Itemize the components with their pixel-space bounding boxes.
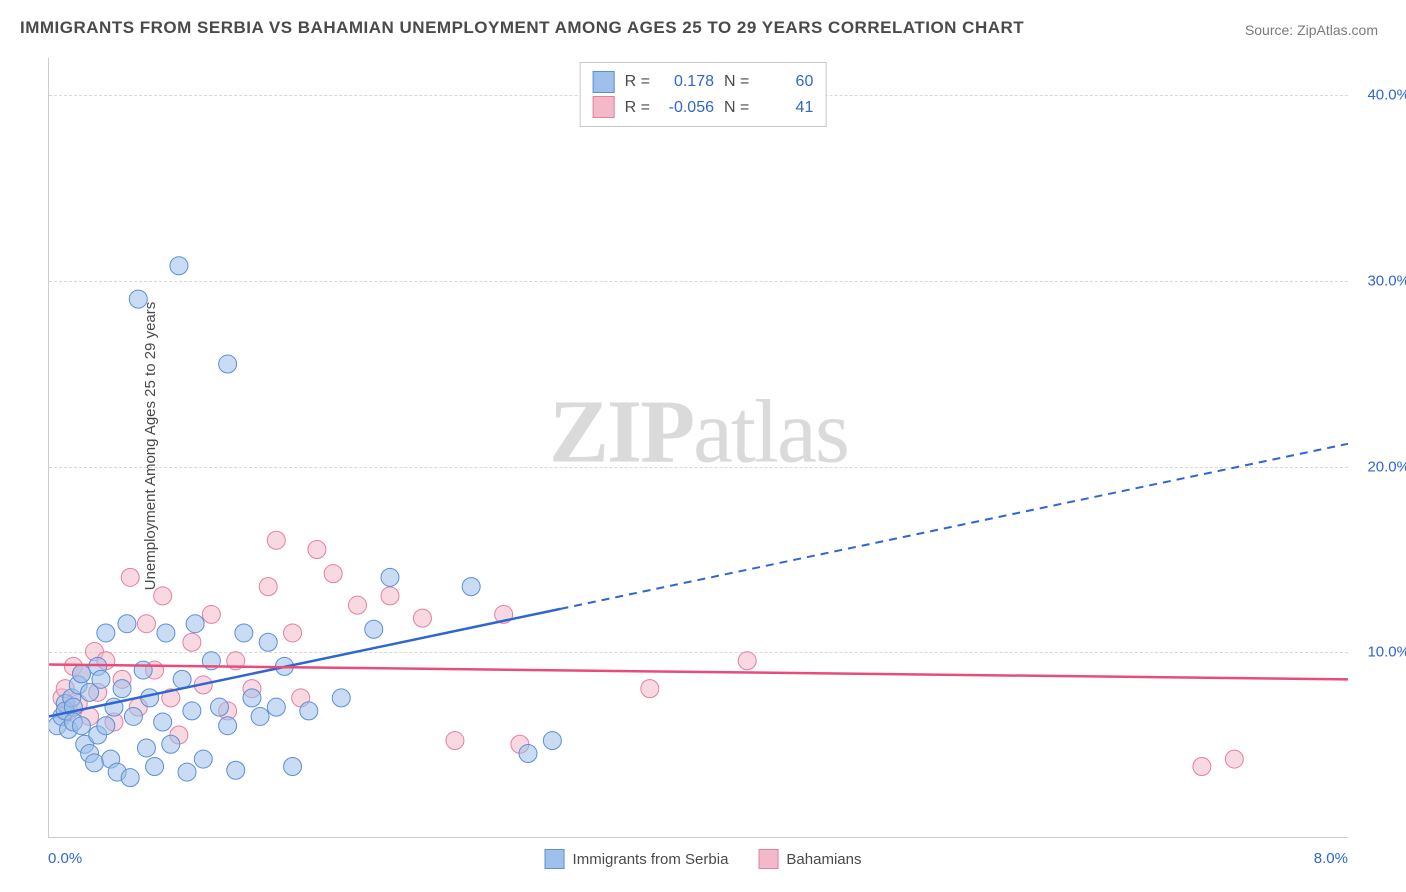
y-tick-label: 40.0% [1354, 87, 1406, 104]
y-tick-label: 30.0% [1354, 272, 1406, 289]
source-attribution: Source: ZipAtlas.com [1245, 22, 1378, 38]
r-value-bahamians: -0.056 [660, 95, 714, 121]
y-tick-label: 20.0% [1354, 458, 1406, 475]
legend-label-bahamians: Bahamians [786, 851, 861, 868]
stats-row-serbia: R = 0.178 N = 60 [593, 69, 814, 95]
r-label: R = [625, 95, 650, 121]
r-label: R = [625, 69, 650, 95]
x-axis-min-label: 0.0% [48, 850, 82, 867]
x-axis-max-label: 8.0% [1314, 850, 1348, 867]
n-label: N = [724, 69, 749, 95]
source-prefix: Source: [1245, 22, 1297, 38]
legend-item-bahamians: Bahamians [758, 850, 861, 870]
swatch-bahamians [593, 96, 615, 118]
chart-plot-area: ZIPatlas 10.0%20.0%30.0%40.0% [48, 58, 1348, 838]
bottom-legend: Immigrants from Serbia Bahamians [545, 850, 862, 870]
scatter-svg [49, 58, 1348, 837]
source-name: ZipAtlas.com [1297, 22, 1378, 38]
stats-legend-box: R = 0.178 N = 60 R = -0.056 N = 41 [580, 62, 827, 127]
swatch-serbia [593, 71, 615, 93]
n-label: N = [724, 95, 749, 121]
legend-label-serbia: Immigrants from Serbia [573, 851, 729, 868]
y-tick-label: 10.0% [1354, 644, 1406, 661]
legend-item-serbia: Immigrants from Serbia [545, 850, 729, 870]
n-value-bahamians: 41 [759, 95, 813, 121]
stats-row-bahamians: R = -0.056 N = 41 [593, 95, 814, 121]
r-value-serbia: 0.178 [660, 69, 714, 95]
chart-title: IMMIGRANTS FROM SERBIA VS BAHAMIAN UNEMP… [20, 18, 1024, 38]
n-value-serbia: 60 [759, 69, 813, 95]
legend-swatch-serbia [545, 849, 565, 869]
legend-swatch-bahamians [758, 849, 778, 869]
